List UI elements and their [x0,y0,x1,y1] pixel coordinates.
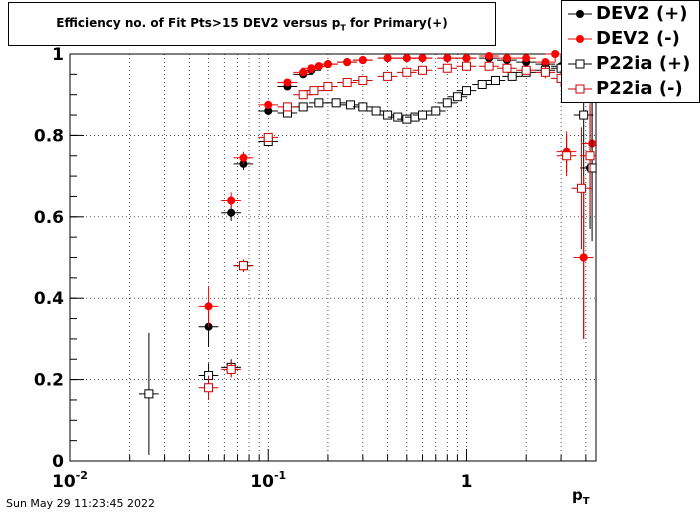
data-point [343,58,352,67]
y-tick-label: 0 [52,452,64,472]
data-point [410,112,420,122]
series-0 [198,54,596,348]
data-point [452,92,462,102]
data-point [502,54,511,63]
legend-label: P22ia (-) [596,78,683,99]
data-point [323,82,333,92]
data-point [576,183,586,193]
legend-marker-p22ia-minus [568,84,592,94]
legend: DEV2 (+) DEV2 (-) P22ia (+) P22ia (-) [561,0,700,103]
x-tick-label: 1 [461,472,473,492]
date-stamp: Sun May 29 11:23:45 2022 [6,497,156,510]
data-point [507,71,517,81]
data-point [309,86,319,96]
data-point [323,60,332,69]
data-point [226,364,236,374]
data-point [402,114,412,124]
data-point [521,65,531,75]
legend-marker-dev2-minus [568,35,592,43]
data-point [462,86,472,96]
data-point [418,65,428,75]
axis-ticks: 0 0.2 0.4 0.6 0.8 1 10-2 10-1 1 [34,45,587,492]
data-point [402,54,411,63]
data-point [393,112,403,122]
data-point [383,110,393,120]
data-point [314,98,324,108]
data-point [383,71,393,81]
y-tick-label: 0.4 [34,289,64,309]
data-point [263,132,273,142]
data-point [298,90,308,100]
data-point [462,54,471,63]
data-point [484,61,494,71]
legend-entry-p22ia-plus: P22ia (+) [562,52,699,76]
data-point [443,54,452,63]
x-tick-label: 10-2 [52,469,88,492]
data-point [264,100,273,109]
data-point [358,56,367,65]
data-point [579,110,589,120]
legend-entry-dev2-minus: DEV2 (-) [562,27,699,51]
data-point [227,196,236,205]
data-point [477,80,487,90]
data-point [541,58,550,67]
data-point [551,50,560,58]
x-tick-label: 10-1 [250,469,286,492]
data-point [346,100,356,110]
data-point [462,61,472,71]
data-point [342,77,352,87]
data-point [204,383,214,393]
data-point [490,75,500,85]
legend-entry-p22ia-minus: P22ia (-) [562,77,699,101]
series-2 [138,54,597,455]
data-point [540,67,550,77]
y-tick-label: 0.2 [34,371,64,391]
data-point [442,98,452,108]
data-point [502,63,512,73]
x-axis-label: pT [572,486,590,507]
data-point [204,302,213,311]
data-point [522,54,531,63]
data-point [442,63,452,73]
data-point [402,67,412,77]
data-point [579,253,588,262]
series-1 [198,50,597,339]
data-point [371,106,381,116]
y-tick-label: 0.8 [34,126,64,146]
data-point [562,151,572,161]
data-point [587,163,597,173]
data-point [307,64,316,73]
data-point [227,208,236,217]
data-series [138,50,597,455]
legend-label: DEV2 (-) [596,28,680,49]
data-point [418,110,428,120]
data-point [418,54,427,63]
chart-title: Efficiency no. of Fit Pts>15 DEV2 versus… [56,16,448,33]
data-point [431,106,441,116]
data-point [299,68,308,77]
data-point [239,153,248,162]
data-point [238,261,248,271]
series-3 [198,61,596,400]
data-point [144,389,154,399]
y-tick-label: 0.6 [34,208,64,228]
data-point [331,98,341,108]
data-point [282,102,292,112]
data-point [585,151,595,161]
legend-entry-dev2-plus: DEV2 (+) [562,2,699,26]
data-point [485,52,494,61]
data-point [283,78,292,87]
data-point [358,75,368,85]
legend-marker-dev2-plus [568,10,592,18]
data-point [358,102,368,112]
data-point [314,62,323,71]
y-tick-label: 1 [52,45,64,65]
legend-label: P22ia (+) [596,53,691,74]
legend-label: DEV2 (+) [596,3,688,24]
title-box: Efficiency no. of Fit Pts>15 DEV2 versus… [8,2,496,46]
data-point [264,106,273,115]
data-point [298,102,308,112]
legend-marker-p22ia-plus [568,59,592,69]
data-point [383,54,392,63]
